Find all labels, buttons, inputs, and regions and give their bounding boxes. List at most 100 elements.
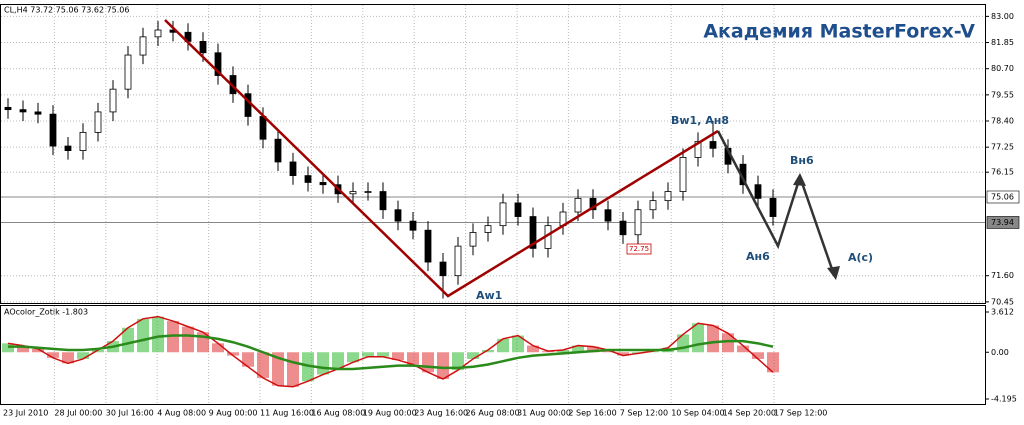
price-pane <box>0 4 986 304</box>
ao-bar <box>587 346 599 353</box>
ao-bar <box>272 352 284 386</box>
candle-body <box>514 202 522 217</box>
arrow-head <box>827 266 840 280</box>
candle-body <box>109 88 117 113</box>
candle-body <box>469 232 477 247</box>
candle-body <box>424 229 432 263</box>
wave-forecast <box>716 130 802 250</box>
x-tick-label: 23 Aug 16:00 <box>414 409 468 418</box>
x-tick-label: 7 Sep 12:00 <box>620 409 668 418</box>
x-tick-label: 31 Aug 00:00 <box>517 409 571 418</box>
candle-body <box>64 145 72 151</box>
y-tick-label: 78.40 <box>991 117 1014 126</box>
y-tick-label: 80.70 <box>991 64 1014 73</box>
ao-bar <box>362 352 374 357</box>
ao-bar <box>227 352 239 356</box>
candle-body <box>94 111 102 133</box>
ao-bar <box>737 345 749 353</box>
candle-body <box>679 157 687 192</box>
watermark: Академия MasterForex-V <box>703 21 975 43</box>
y-tick-label: 81.85 <box>991 38 1014 47</box>
y-tick-label: 0.00 <box>991 348 1009 357</box>
x-tick-label: 11 Aug 16:00 <box>260 409 314 418</box>
ao-bar <box>122 327 134 353</box>
candle-body <box>199 40 207 54</box>
candle-body <box>154 29 162 38</box>
wave-forecast <box>798 176 835 273</box>
candle-body <box>454 245 462 277</box>
candle-body <box>319 182 327 186</box>
ao-bar <box>47 352 59 358</box>
price-tag <box>986 216 1020 229</box>
ao-bar <box>392 352 404 361</box>
x-tick-label: 19 Aug 00:00 <box>363 409 417 418</box>
y-tick-label: 76.15 <box>991 168 1014 177</box>
ao-bar <box>617 352 629 356</box>
candle-body <box>349 191 357 195</box>
wave-label: Ан6 <box>746 250 770 263</box>
ao-bar <box>572 345 584 353</box>
x-tick-label: 14 Sep 20:00 <box>723 409 776 418</box>
y-tick-label: 73.94 <box>991 218 1014 227</box>
candle-body <box>79 131 87 151</box>
x-tick-label: 30 Jul 16:00 <box>106 409 154 418</box>
ao-bar <box>152 316 164 353</box>
ao-bar <box>242 352 254 367</box>
ao-bar <box>692 323 704 353</box>
ao-bar <box>407 352 419 365</box>
x-tick-label: 10 Sep 04:00 <box>671 409 724 418</box>
signal-line <box>8 334 774 371</box>
y-tick-label: 83.00 <box>991 12 1014 21</box>
candle-body <box>649 200 657 211</box>
x-tick-label: 17 Sep 12:00 <box>774 409 827 418</box>
x-tick-label: 9 Aug 00:00 <box>209 409 258 418</box>
candle-body <box>124 54 132 90</box>
candle-body <box>439 261 447 277</box>
candle-body <box>484 225 492 233</box>
y-tick-label: 79.55 <box>991 90 1014 99</box>
candle-body <box>754 184 762 199</box>
level-label: 72.75 <box>629 245 649 253</box>
header: CL,H4 73.72 75.06 73.62 75.06 <box>4 6 129 15</box>
ao-bar <box>767 352 779 373</box>
ao-bar <box>497 338 509 353</box>
ao-bar <box>707 325 719 353</box>
candle-body <box>289 161 297 177</box>
candle-body <box>604 209 612 222</box>
candle-body <box>214 52 222 76</box>
candle-body <box>394 209 402 222</box>
y-tick-label: 70.45 <box>991 297 1014 306</box>
ao-bar <box>32 348 44 353</box>
indicator-label: AOcolor_Zotik -1.803 <box>4 308 88 317</box>
candle-body <box>619 220 627 236</box>
candle-body <box>409 220 417 231</box>
ao-line <box>7 315 774 388</box>
candle-body <box>499 202 507 227</box>
ao-bar <box>332 352 344 369</box>
y-tick-label: 77.25 <box>991 143 1014 152</box>
ao-bar <box>722 333 734 353</box>
candle-body <box>574 197 582 213</box>
candle-body <box>664 191 672 202</box>
ao-bar <box>452 352 464 371</box>
ao-bar <box>182 326 194 353</box>
ao-bar <box>527 345 539 353</box>
candle-body <box>364 191 372 193</box>
x-tick-label: 26 Aug 08:00 <box>466 409 520 418</box>
candle-body <box>4 106 12 111</box>
ao-bar <box>482 350 494 353</box>
ao-bar <box>257 352 269 378</box>
y-tick-label: 75.06 <box>991 192 1014 201</box>
candle-body <box>139 36 147 56</box>
candle-body <box>529 216 537 249</box>
indicator-pane <box>0 305 986 405</box>
wave-label: A(c) <box>848 251 873 264</box>
candle-body <box>19 109 27 113</box>
x-tick-label: 23 Jul 2010 <box>3 409 48 418</box>
x-tick-label: 2 Sep 16:00 <box>568 409 616 418</box>
level-box <box>626 243 652 255</box>
candle-body <box>274 138 282 163</box>
x-tick-label: 4 Aug 08:00 <box>157 409 206 418</box>
y-tick-label: -4.195 <box>991 395 1017 404</box>
